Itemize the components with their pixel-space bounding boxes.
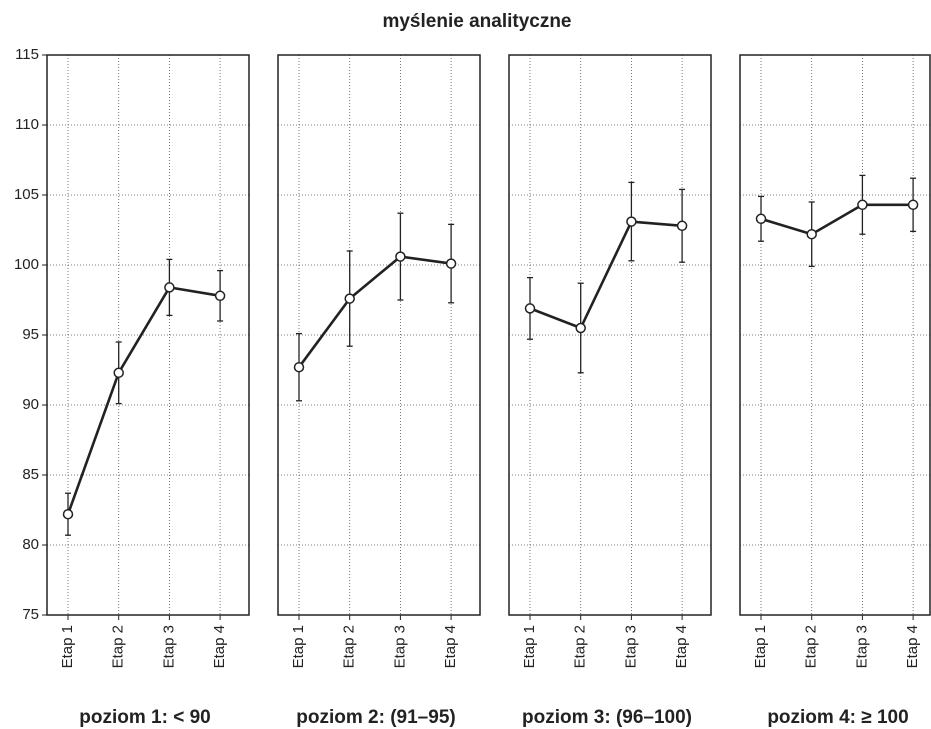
x-tick-label: Etap 3	[853, 625, 870, 668]
y-tick-label: 95	[22, 326, 39, 343]
y-tick-label: 90	[22, 396, 39, 413]
point	[626, 216, 637, 227]
point	[395, 251, 406, 262]
x-tick-label: Etap 1	[521, 625, 538, 668]
y-tick-label: 85	[22, 466, 39, 483]
panel-frame	[46, 54, 250, 616]
x-tick-label: Etap 4	[442, 625, 459, 668]
x-tick-label: Etap 4	[211, 625, 228, 668]
x-tick-label: Etap 3	[391, 625, 408, 668]
point	[62, 508, 74, 520]
y-tick-label: 105	[14, 186, 39, 203]
x-axis-label: poziom 1: < 90	[79, 707, 210, 728]
y-tick-label: 115	[15, 46, 39, 63]
point	[524, 303, 536, 314]
x-tick-label: Etap 1	[752, 625, 769, 668]
series-line	[297, 255, 452, 368]
point	[575, 322, 586, 334]
point	[214, 290, 226, 302]
point	[293, 361, 305, 373]
panel-frame	[277, 54, 481, 616]
y-tick-label: 110	[15, 116, 39, 133]
x-tick-label: Etap 3	[622, 625, 639, 668]
x-tick-label: Etap 2	[110, 625, 127, 668]
x-axis-label: poziom 4: ≥ 100	[767, 707, 908, 728]
point	[857, 199, 868, 211]
x-axis-label: poziom 3: (96–100)	[522, 707, 692, 728]
point	[676, 220, 688, 232]
point	[755, 213, 767, 225]
x-tick-label: Etap 1	[290, 625, 307, 668]
x-tick-label: Etap 1	[59, 625, 76, 668]
x-tick-label: Etap 4	[673, 625, 690, 668]
x-tick-label: Etap 2	[341, 625, 358, 668]
x-tick-label: Etap 4	[904, 625, 921, 668]
point	[113, 367, 124, 379]
point	[907, 199, 919, 211]
x-axis-label: poziom 2: (91–95)	[296, 707, 455, 728]
x-tick-label: Etap 3	[160, 625, 177, 668]
panel-frame	[739, 54, 931, 616]
chart-title: myślenie analityczne	[382, 11, 571, 32]
y-tick-label: 80	[22, 536, 39, 553]
series-line	[529, 220, 683, 330]
point	[445, 258, 457, 269]
y-tick-label: 100	[14, 256, 39, 273]
series-line	[66, 285, 221, 515]
x-tick-label: Etap 2	[803, 625, 820, 668]
x-tick-label: Etap 2	[572, 625, 589, 668]
point	[344, 293, 355, 304]
point	[164, 282, 175, 293]
y-tick-label: 75	[22, 606, 39, 623]
panel-frame	[508, 54, 712, 616]
series-line	[760, 203, 914, 236]
point	[806, 228, 817, 240]
